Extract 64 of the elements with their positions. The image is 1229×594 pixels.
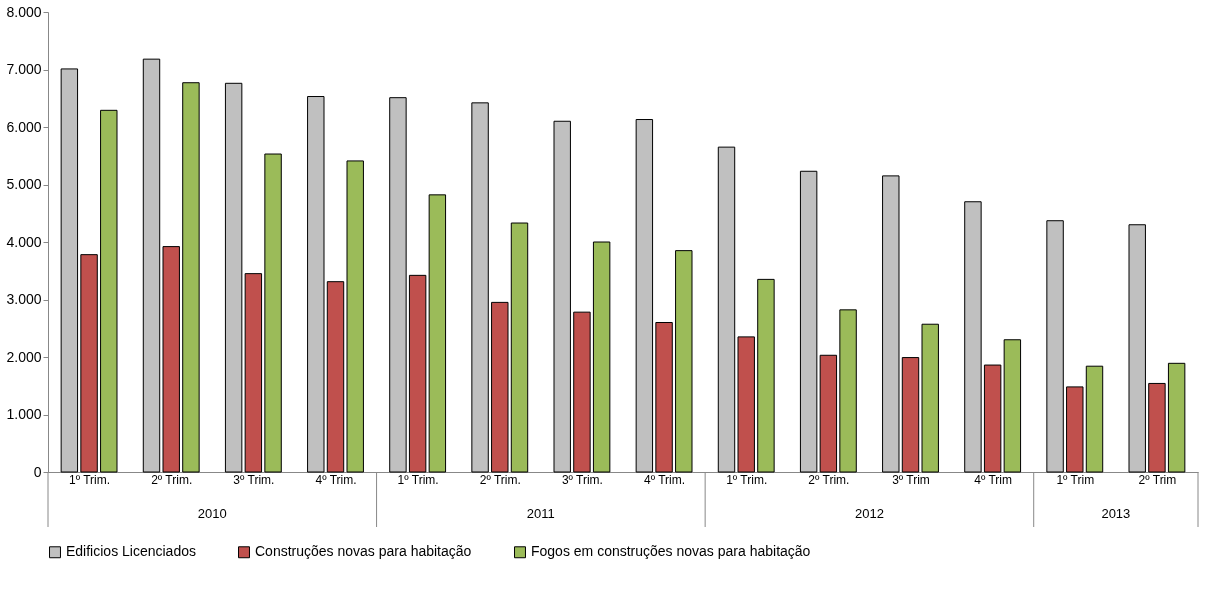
bar — [553, 120, 571, 473]
bar — [717, 146, 736, 473]
x-tick-label: 2º Trim. — [479, 472, 521, 487]
bar — [882, 175, 900, 473]
text: 2011 — [526, 506, 555, 521]
y-tick-label: 3.000 — [6, 291, 42, 307]
y-tick-label: 5.000 — [6, 176, 42, 192]
x-tick-label: 1º Trim. — [726, 472, 768, 487]
bar — [901, 357, 920, 473]
bar — [389, 97, 407, 473]
y-tick-label: 8.000 — [6, 3, 42, 20]
x-tick-label: 3º Trim — [892, 472, 930, 487]
bar — [1128, 224, 1146, 473]
x-tick-label: 2º Trim — [1138, 472, 1177, 487]
bar — [471, 102, 489, 473]
bar — [162, 246, 180, 473]
legend-label: Fogos em construções novas para habitação — [531, 543, 811, 560]
bar — [142, 58, 161, 473]
bar — [655, 322, 673, 473]
bar — [100, 109, 118, 473]
x-tick-label: 4º Trim. — [644, 472, 686, 487]
bar — [592, 241, 611, 473]
bar — [1148, 382, 1166, 473]
x-tick-label: 4º Trim. — [315, 472, 357, 487]
bar — [1066, 386, 1084, 473]
legend-label: Construções novas para habitação — [255, 543, 472, 560]
bar — [491, 301, 509, 473]
x-tick-label: 3º Trim. — [233, 472, 275, 487]
bar — [182, 82, 200, 473]
x-tick-label: 2º Trim. — [151, 472, 193, 487]
y-tick-label: 7.000 — [6, 61, 42, 77]
bar — [1085, 365, 1104, 473]
bar — [1167, 362, 1186, 473]
bar — [921, 323, 939, 473]
x-tick-label: 3º Trim. — [561, 472, 603, 487]
bar — [675, 250, 693, 473]
text: 2013 — [1101, 506, 1131, 521]
x-tick-label: 1º Trim. — [397, 472, 439, 487]
x-tick-label: 4º Trim — [974, 472, 1012, 487]
bar — [60, 68, 79, 473]
y-tick-label: 1.000 — [6, 406, 42, 422]
x-tick-label: 1º Trim — [1056, 472, 1095, 487]
bar — [510, 222, 529, 473]
bar — [1046, 220, 1064, 473]
bar — [635, 119, 654, 473]
text: 2010 — [197, 506, 227, 521]
text: 2012 — [854, 506, 884, 521]
y-tick-label: 4.000 — [6, 233, 42, 250]
x-tick-label: 1º Trim. — [69, 472, 111, 487]
bar — [737, 336, 755, 473]
bar — [964, 201, 982, 473]
bar — [573, 311, 591, 473]
y-tick-label: 6.000 — [6, 118, 42, 135]
bar — [757, 278, 775, 473]
bar — [346, 160, 364, 473]
bar — [839, 309, 857, 473]
y-tick-label: 2.000 — [6, 348, 42, 365]
legend-label: Edificios Licenciados — [66, 543, 196, 560]
bar — [264, 153, 282, 473]
y-tick-label: 0 — [33, 463, 42, 480]
bar — [307, 96, 325, 473]
bar — [80, 254, 98, 473]
bar — [326, 281, 345, 473]
x-tick-label: 2º Trim. — [808, 472, 850, 487]
